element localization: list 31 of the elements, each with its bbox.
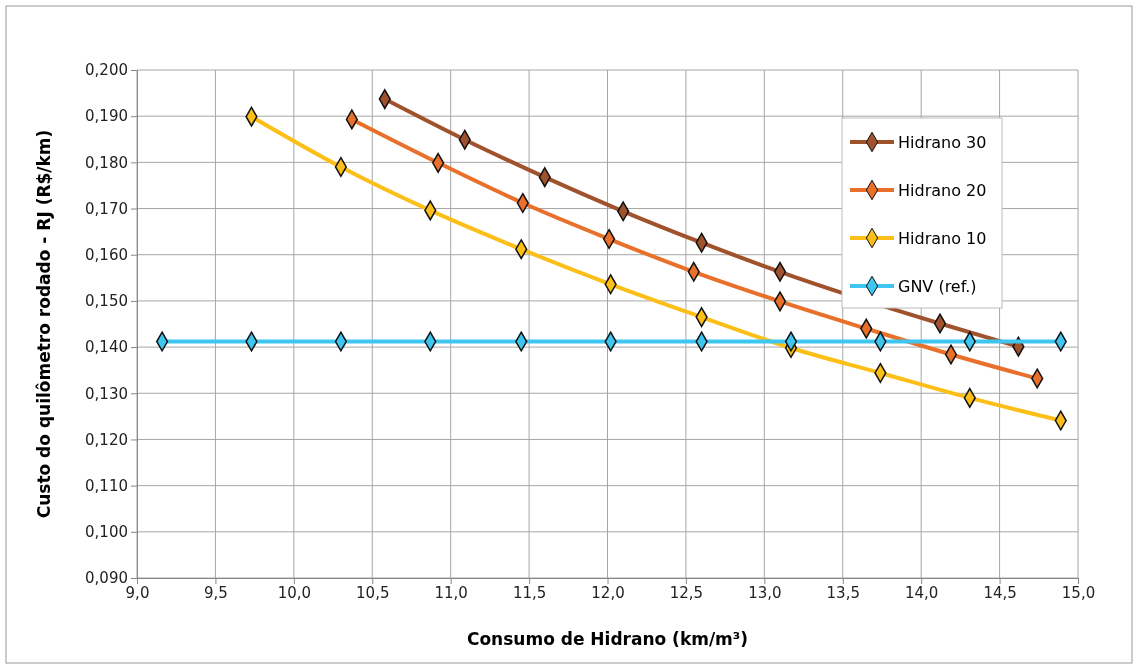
y-tick-label: 0,100 (85, 523, 128, 542)
y-tick-label: 0,110 (85, 476, 128, 495)
y-tick-label: 0,170 (85, 199, 128, 218)
y-tick-label: 0,200 (85, 61, 128, 80)
y-tick-label: 0,090 (85, 569, 128, 588)
legend-label: Hidrano 30 (898, 133, 987, 152)
y-tick-label: 0,130 (85, 384, 128, 403)
x-tick-label: 13,5 (826, 583, 860, 602)
y-tick-label: 0,160 (85, 246, 128, 265)
y-tick-label: 0,190 (85, 107, 128, 126)
x-tick-label: 9,0 (125, 583, 150, 602)
y-tick-label: 0,140 (85, 338, 128, 357)
x-axis-title: Consumo de Hidrano (km/m³) (466, 629, 749, 649)
legend-label: GNV (ref.) (898, 277, 977, 296)
legend-label: Hidrano 10 (898, 229, 987, 248)
x-tick-label: 14,5 (983, 583, 1017, 602)
legend-label: Hidrano 20 (898, 181, 987, 200)
x-tick-label: 11,5 (512, 583, 547, 602)
x-tick-label: 10,5 (356, 583, 390, 602)
x-tick-label: 11,0 (434, 583, 468, 602)
x-tick-label: 13,0 (748, 583, 782, 602)
x-tick-label: 12,0 (591, 583, 625, 602)
x-tick-label: 9,5 (203, 583, 228, 602)
x-tick-label: 10,0 (277, 583, 312, 602)
x-tick-label: 15,0 (1061, 583, 1096, 602)
y-axis-title: Custo do quilômetro rodado - RJ (R$/km) (34, 129, 54, 519)
y-tick-label: 0,120 (85, 430, 128, 449)
x-tick-label: 12,5 (669, 583, 704, 602)
x-tick-label: 14,0 (904, 583, 939, 602)
y-tick-label: 0,180 (85, 153, 128, 172)
y-tick-label: 0,150 (85, 292, 128, 311)
